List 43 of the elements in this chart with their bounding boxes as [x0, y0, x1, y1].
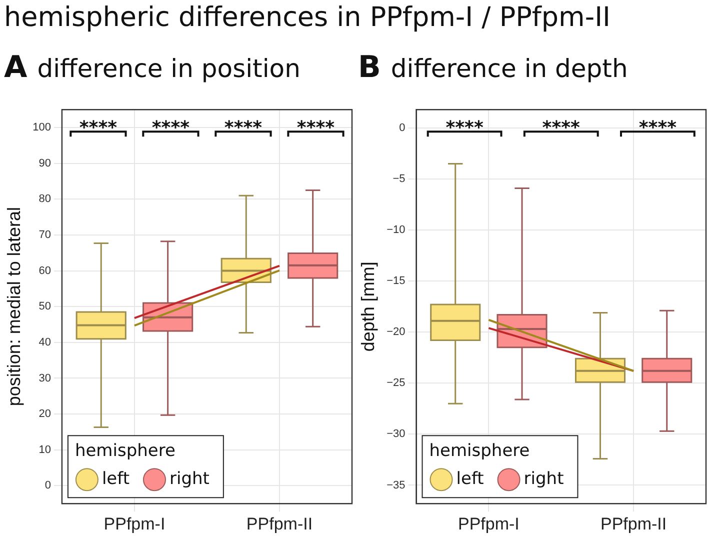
y-tick-label: 10: [38, 444, 51, 456]
y-tick-label: −15: [386, 275, 406, 288]
y-tick-label: 40: [38, 336, 51, 348]
y-tick-label: −25: [386, 377, 406, 390]
legend-label: right: [169, 469, 210, 490]
y-tick-label: 60: [38, 264, 51, 277]
x-tick-label: PPfpm-II: [600, 514, 667, 534]
y-axis-title: depth [mm]: [358, 262, 378, 352]
y-axis-title: position: medial to lateral: [4, 207, 24, 406]
text: B: [358, 50, 381, 85]
legend-title: hemisphere: [74, 441, 176, 462]
x-tick-label: PPfpm-I: [458, 514, 520, 534]
text: hemispheric differences in PPfpm-I / PPfpm-II: [4, 2, 611, 33]
y-tick-label: 0: [44, 480, 51, 492]
legend-label: left: [102, 469, 130, 490]
annotation: ****: [296, 117, 336, 138]
y-tick-label: −10: [386, 224, 406, 236]
chart-title: difference in depth: [390, 54, 628, 83]
y-tick-label: 50: [38, 300, 51, 313]
y-tick-label: 100: [32, 122, 51, 134]
annotation: ****: [542, 117, 581, 138]
y-tick-label: 90: [38, 157, 51, 170]
chart-title: difference in position: [37, 54, 300, 83]
annotation: ****: [79, 117, 118, 138]
annotation: ****: [224, 117, 263, 138]
y-tick-label: −5: [392, 173, 406, 186]
legend-label: left: [456, 469, 484, 490]
text: A: [4, 50, 28, 85]
y-tick-label: 70: [38, 228, 51, 241]
x-tick-label: PPfpm-I: [104, 514, 166, 534]
x-tick-label: PPfpm-II: [246, 514, 313, 534]
y-tick-label: 0: [399, 122, 406, 134]
legend-title: hemisphere: [429, 441, 530, 462]
y-tick-label: −35: [386, 479, 406, 492]
annotation: ****: [152, 117, 190, 138]
y-tick-label: −20: [386, 326, 406, 338]
y-tick-label: 30: [38, 372, 51, 384]
legend-label: right: [524, 469, 564, 490]
y-tick-label: −30: [386, 428, 406, 440]
annotation: ****: [446, 117, 484, 138]
y-tick-label: 20: [38, 408, 51, 420]
y-tick-label: 80: [38, 193, 51, 206]
annotation: ****: [638, 117, 678, 138]
